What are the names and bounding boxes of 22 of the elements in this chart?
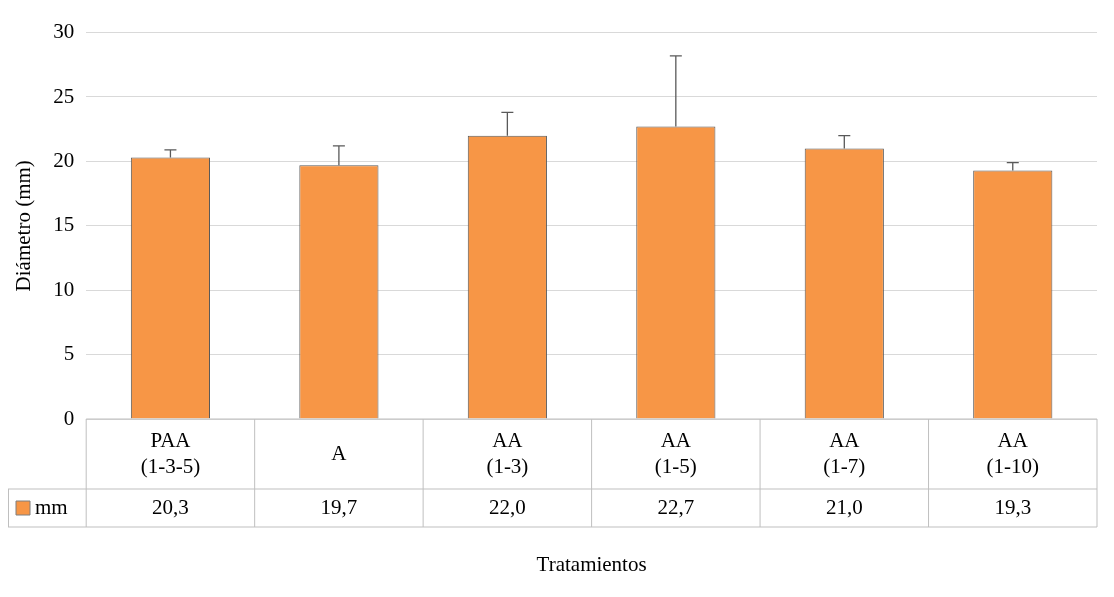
x-tick-label: A: [331, 440, 348, 465]
legend-label: mm: [35, 494, 68, 519]
data-label: 21,0: [825, 494, 863, 519]
y-tick-label: 25: [53, 83, 75, 108]
x-axis-title: Tratamientos: [536, 551, 647, 576]
y-tick-label: 10: [53, 276, 75, 301]
x-tick-label: PAA (1-3-5): [140, 427, 201, 478]
x-tick-label: AA (1-3): [486, 427, 529, 478]
y-tick-label: 0: [63, 405, 75, 430]
y-tick-label: 15: [53, 212, 75, 237]
x-tick-label: AA (1-7): [823, 427, 866, 478]
data-label: 19,3: [994, 494, 1032, 519]
data-label: 22,7: [657, 494, 695, 519]
data-label: 22,0: [488, 494, 526, 519]
y-tick-label: 5: [63, 341, 75, 366]
x-tick-label: AA (1-5): [654, 427, 697, 478]
x-tick-label: AA (1-10): [986, 427, 1040, 478]
y-axis-title: Diámetro (mm): [11, 160, 36, 292]
data-label: 19,7: [320, 494, 358, 519]
y-tick-label: 30: [53, 19, 75, 44]
data-label: 20,3: [152, 494, 189, 519]
y-tick-label: 20: [53, 147, 75, 172]
